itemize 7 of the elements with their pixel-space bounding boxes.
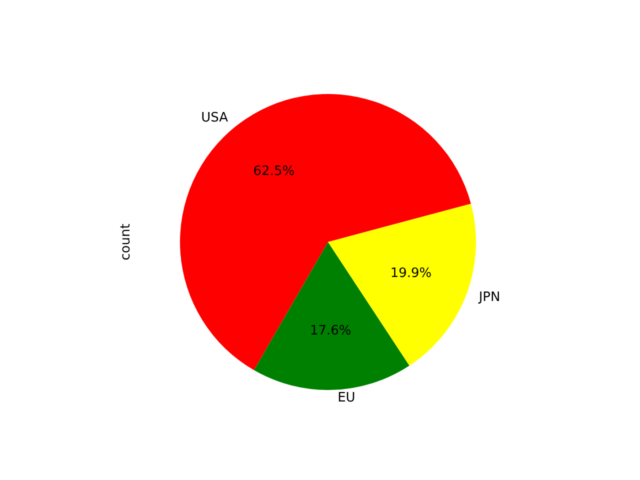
text: count <box>118 224 134 260</box>
data-label: 19.9% <box>390 266 432 282</box>
data-label: 62.5% <box>253 164 295 180</box>
data-label: 17.6% <box>310 323 352 338</box>
slice-label: EU <box>338 390 356 406</box>
slice-label: JPN <box>478 290 500 305</box>
slice-label: USA <box>201 110 228 126</box>
